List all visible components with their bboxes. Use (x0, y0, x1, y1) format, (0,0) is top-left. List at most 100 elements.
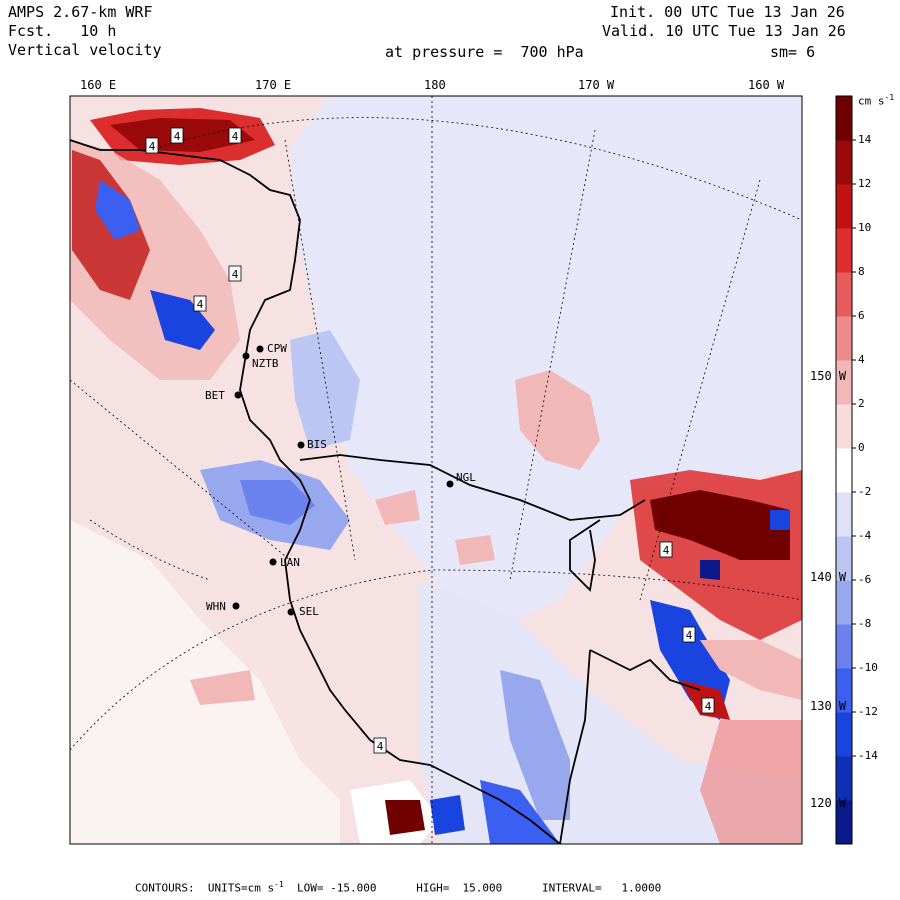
positive-patch (190, 670, 255, 705)
svg-text:4: 4 (197, 298, 204, 311)
mountain-wave-core-east (650, 490, 790, 560)
colorbar-tick-label: 10 (858, 221, 872, 234)
colorbar-tick-label: 6 (858, 309, 865, 322)
ross-sea-field (290, 96, 802, 640)
svg-text:4: 4 (232, 130, 239, 143)
contour-labels: 4 4 4 4 4 4 4 4 4 (145, 127, 715, 754)
contour-footer: CONTOURS: UNITS=cm s-1 LOW= -15.000 HIGH… (135, 880, 662, 895)
downdraft-core-east (700, 560, 720, 580)
station-markers (232, 345, 454, 616)
colorbar-tick-label: -6 (858, 573, 872, 586)
station-label-whn: WHN (206, 600, 226, 613)
updraft-core (385, 800, 425, 835)
map-frame (69, 95, 803, 845)
colorbar-segment (836, 448, 852, 493)
station-dot-cpw (256, 345, 264, 353)
colorbar-segment (836, 272, 852, 317)
positive-band (700, 720, 802, 844)
edge-label-140w: 140 W (810, 570, 847, 584)
positive-patch (375, 490, 420, 525)
svg-text:4: 4 (149, 140, 156, 153)
ice-shelf-edge (569, 519, 601, 592)
lon-label-180: 180 (424, 78, 446, 92)
pressure-level: at pressure = 700 hPa (385, 43, 584, 61)
colorbar-tick-label: -10 (858, 661, 878, 674)
svg-text:4: 4 (377, 740, 384, 753)
colorbar-segment (836, 536, 852, 581)
svg-text:4: 4 (705, 700, 712, 713)
colorbar-tick-label: 0 (858, 441, 865, 454)
ice-shelf-edge (299, 454, 646, 521)
colorbar-tick-label: 14 (858, 133, 872, 146)
colorbar-segment (836, 712, 852, 757)
lon-label-160e: 160 E (80, 78, 117, 92)
station-label-ngl: NGL (456, 471, 476, 484)
positive-patch (515, 370, 600, 470)
colorbar-tick-label: -12 (858, 705, 878, 718)
lon-label-170w: 170 W (578, 78, 615, 92)
station-dot-nztb (242, 352, 250, 360)
colorbar-tick-label: 2 (858, 397, 865, 410)
edge-label-130w: 130 W (810, 699, 847, 713)
downdraft-region (290, 330, 360, 450)
colorbar-segment (836, 492, 852, 537)
edge-label-120w: 120 W (810, 796, 847, 810)
init-time: Init. 00 UTC Tue 13 Jan 26 (610, 3, 845, 21)
svg-text:4: 4 (232, 268, 239, 281)
grounding-line (559, 649, 591, 844)
colorbar-tick-label: 12 (858, 177, 872, 190)
grounding-line (589, 649, 701, 691)
lon-label-170e: 170 E (255, 78, 292, 92)
colorbar-segment (836, 800, 852, 845)
station-label-bet: BET (205, 389, 225, 402)
model-title: AMPS 2.67-km WRF (8, 3, 153, 21)
station-dot-lan (269, 558, 277, 566)
valid-time: Valid. 10 UTC Tue 13 Jan 26 (602, 22, 846, 40)
colorbar-segment (836, 624, 852, 669)
colorbar-segment (836, 184, 852, 229)
downdraft-streak (500, 670, 570, 820)
station-label-bis: BIS (307, 438, 327, 451)
colorbar-segment (836, 360, 852, 405)
colorbar-frame (835, 95, 853, 845)
station-dot-whn (232, 602, 240, 610)
colorbar-tick-label: 4 (858, 353, 865, 366)
downdraft-core (240, 480, 315, 525)
svg-text:4: 4 (174, 130, 181, 143)
smoothing: sm= 6 (770, 43, 816, 61)
station-dot-bis (297, 441, 305, 449)
colorbar-tick-label: 8 (858, 265, 865, 278)
station-dot-bet (234, 391, 242, 399)
positive-band (700, 640, 802, 700)
colorbar-segment (836, 580, 852, 625)
station-dot-ngl (446, 480, 454, 488)
edge-label-150w: 150 W (810, 369, 847, 383)
colorbar-tick-label: -8 (858, 617, 872, 630)
colorbar-segment (836, 316, 852, 361)
forecast-hour: Fcst. 10 h (8, 22, 117, 40)
colorbar-segment (836, 756, 852, 801)
station-label-cpw: CPW (267, 342, 287, 355)
lon-label-160w: 160 W (748, 78, 785, 92)
positive-patch (455, 535, 495, 565)
variable-name: Vertical velocity (8, 41, 162, 59)
colorbar-segment (836, 96, 852, 141)
colorbar-segment (836, 404, 852, 449)
downdraft-core-east (770, 510, 790, 530)
svg-text:4: 4 (686, 629, 693, 642)
colorbar-segment (836, 668, 852, 713)
station-label-lan: LAN (280, 556, 300, 569)
downdraft-core (430, 795, 465, 835)
colorbar-units: cm s-1 (858, 93, 895, 108)
station-label-sel: SEL (299, 605, 319, 618)
colorbar-segment (836, 228, 852, 273)
svg-text:4: 4 (663, 544, 670, 557)
colorbar-segment (836, 140, 852, 185)
colorbar-tick-label: -4 (858, 529, 872, 542)
downdraft-core (150, 290, 215, 350)
colorbar-tick-label: -14 (858, 749, 878, 762)
colorbar-tick-label: -2 (858, 485, 872, 498)
downdraft-patch (95, 180, 140, 240)
colorbar (836, 96, 856, 845)
